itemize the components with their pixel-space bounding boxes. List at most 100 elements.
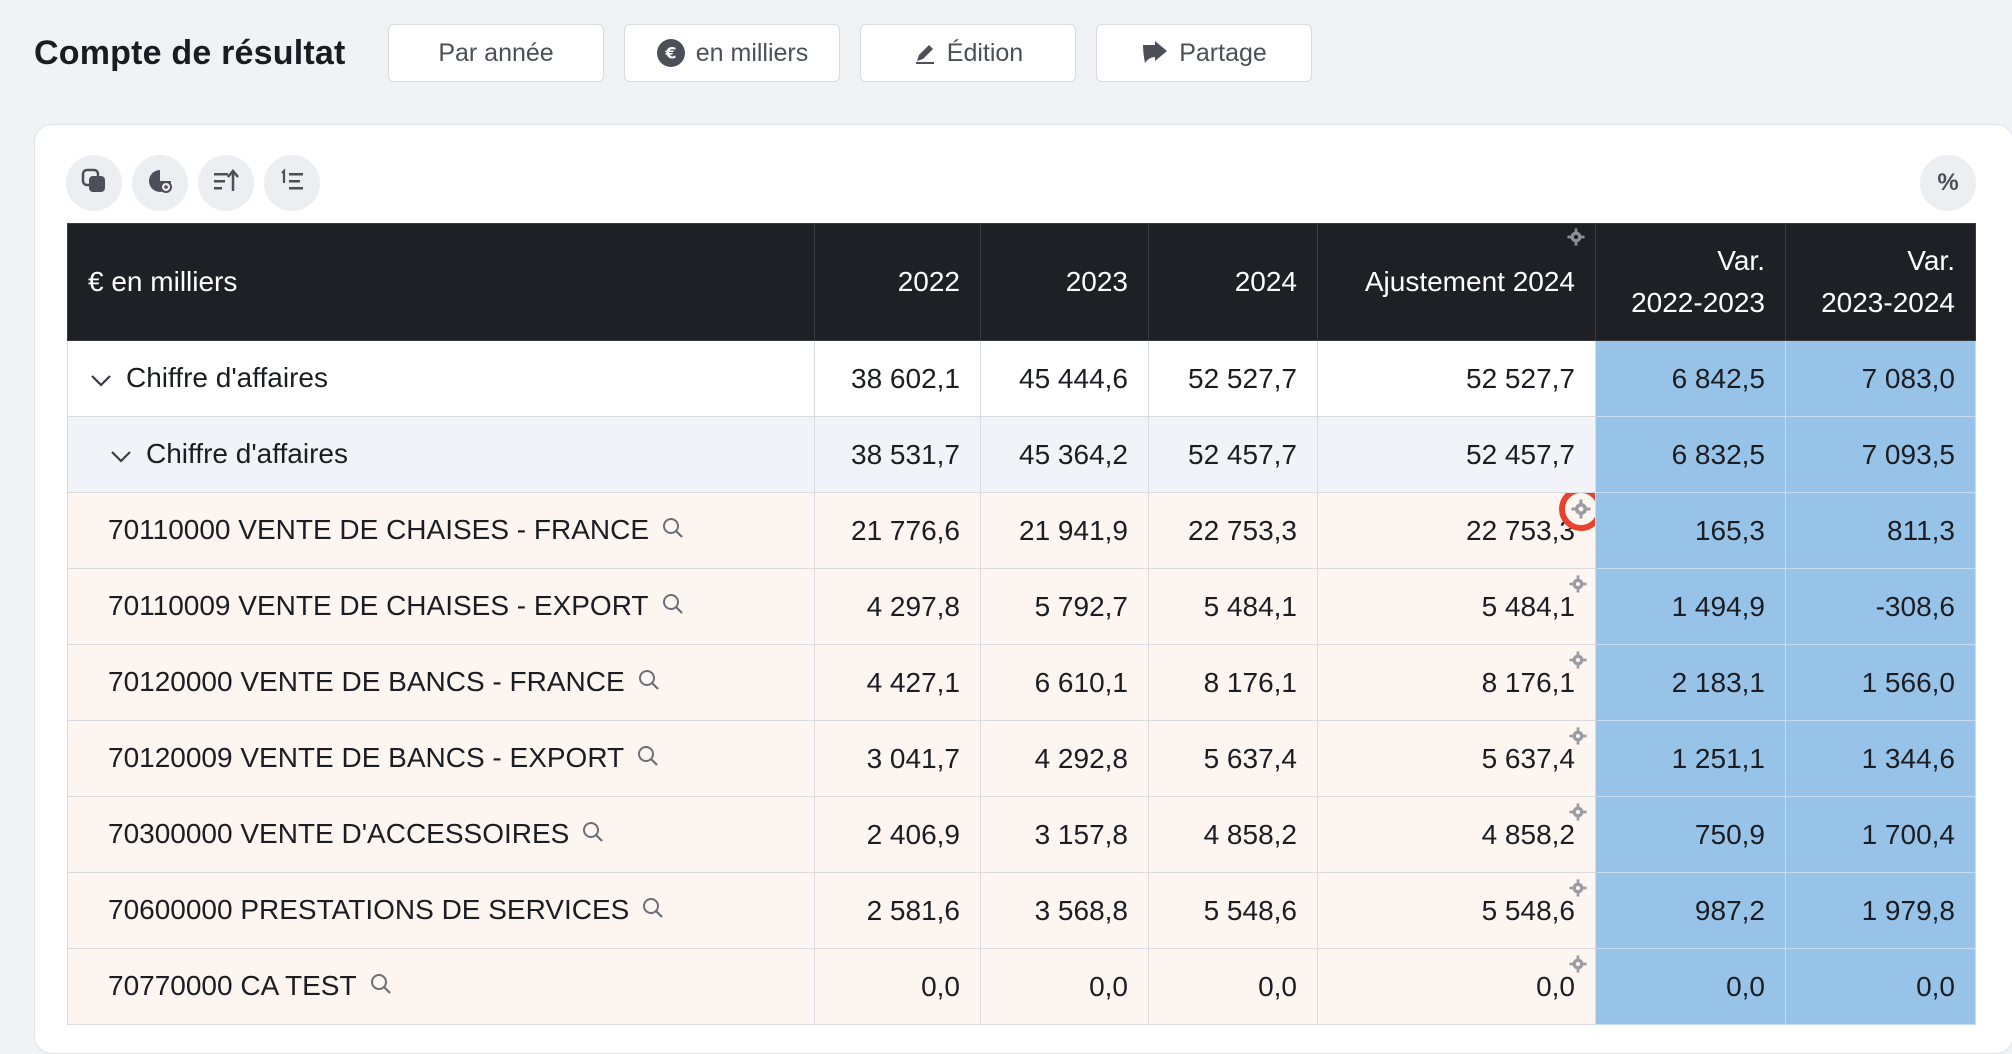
value-cell: 5 548,6 xyxy=(1148,872,1318,949)
chevron-down-icon[interactable] xyxy=(90,363,112,395)
cell-value: 7 093,5 xyxy=(1861,438,1955,470)
cell-value: 6 842,5 xyxy=(1671,362,1765,394)
sort-ascending-button[interactable] xyxy=(198,155,254,211)
copy-button[interactable] xyxy=(66,155,122,211)
value-cell[interactable]: 4 858,2 xyxy=(1317,796,1596,873)
search-icon[interactable] xyxy=(661,591,685,623)
value-cell: 2 581,6 xyxy=(814,872,981,949)
account-row[interactable]: 70300000 VENTE D'ACCESSOIRES 2 406,9 3 157… xyxy=(67,796,1976,873)
cell-value: 52 457,7 xyxy=(1188,438,1297,470)
by-year-button[interactable]: Par année xyxy=(388,24,604,82)
cell-value: 38 602,1 xyxy=(851,362,960,394)
highlighted-gear-marker[interactable] xyxy=(1559,493,1595,531)
by-year-label: Par année xyxy=(438,38,554,67)
cell-value: 22 753,3 xyxy=(1466,514,1575,546)
cell-value: 2 581,6 xyxy=(866,894,960,926)
column-header-adjustment-2024[interactable]: Ajustement 2024 xyxy=(1317,223,1596,341)
value-cell: 4 297,8 xyxy=(814,568,981,645)
column-header-2024[interactable]: 2024 xyxy=(1148,223,1318,341)
cell-value: 6 832,5 xyxy=(1671,438,1765,470)
row-label-cell: Chiffre d'affaires xyxy=(67,340,815,417)
table-header-row: € en milliers 2022 2023 2024 Ajustement … xyxy=(67,223,1976,341)
cell-value: 4 297,8 xyxy=(866,590,960,622)
variance-cell: 1 251,1 xyxy=(1595,720,1786,797)
subtotal-row[interactable]: Chiffre d'affaires 38 602,1 45 444,6 52 527… xyxy=(67,340,1976,417)
search-icon[interactable] xyxy=(641,895,665,927)
search-icon[interactable] xyxy=(369,971,393,1003)
value-cell[interactable]: 5 637,4 xyxy=(1317,720,1596,797)
row-label: 70120000 VENTE DE BANCS - FRANCE xyxy=(108,665,625,697)
variance-cell: 1 700,4 xyxy=(1785,796,1976,873)
search-icon[interactable] xyxy=(636,743,660,775)
page-title: Compte de résultat xyxy=(34,34,346,72)
sort-ascending-icon xyxy=(212,167,240,200)
svg-text:€: € xyxy=(664,44,676,63)
thousands-button[interactable]: € en milliers xyxy=(624,24,840,82)
cell-value: 5 548,6 xyxy=(1481,894,1575,926)
cell-value: 0,0 xyxy=(1916,970,1955,1002)
chart-settings-button[interactable] xyxy=(132,155,188,211)
gear-icon[interactable] xyxy=(1571,499,1591,519)
account-row[interactable]: 70120000 VENTE DE BANCS - FRANCE 4 427,1 6… xyxy=(67,644,1976,721)
variance-cell: 1 566,0 xyxy=(1785,644,1976,721)
variance-cell: 1 494,9 xyxy=(1595,568,1786,645)
share-label: Partage xyxy=(1179,38,1267,67)
cell-value: 3 568,8 xyxy=(1034,894,1128,926)
account-row[interactable]: 70600000 PRESTATIONS DE SERVICES 2 581,6 3… xyxy=(67,872,1976,949)
value-cell[interactable]: 52 457,7 xyxy=(1317,416,1596,493)
cell-value: -308,6 xyxy=(1875,590,1955,622)
value-cell: 3 157,8 xyxy=(980,796,1149,873)
value-cell: 21 941,9 xyxy=(980,492,1149,569)
value-cell[interactable]: 52 527,7 xyxy=(1317,340,1596,417)
search-icon[interactable] xyxy=(661,515,685,547)
search-icon[interactable] xyxy=(581,819,605,851)
value-cell[interactable]: 5 548,6 xyxy=(1317,872,1596,949)
cell-value: 4 292,8 xyxy=(1034,742,1128,774)
edit-button[interactable]: Édition xyxy=(860,24,1076,82)
cell-value: 52 527,7 xyxy=(1466,362,1575,394)
value-cell: 52 457,7 xyxy=(1148,416,1318,493)
subtotal-row[interactable]: Chiffre d'affaires 38 531,7 45 364,2 52 457… xyxy=(67,416,1976,493)
value-cell[interactable]: 22 753,3 xyxy=(1317,492,1596,569)
variance-cell: 0,0 xyxy=(1785,948,1976,1025)
row-label-cell: 70120000 VENTE DE BANCS - FRANCE xyxy=(67,644,815,721)
value-cell[interactable]: 5 484,1 xyxy=(1317,568,1596,645)
row-label: 70300000 VENTE D'ACCESSOIRES xyxy=(108,817,570,849)
cell-value: 8 176,1 xyxy=(1481,666,1575,698)
gear-icon[interactable] xyxy=(1567,228,1585,246)
gear-icon[interactable] xyxy=(1569,955,1587,973)
row-label-cell: 70110000 VENTE DE CHAISES - FRANCE xyxy=(67,492,815,569)
gear-icon[interactable] xyxy=(1569,651,1587,669)
cell-value: 7 083,0 xyxy=(1861,362,1955,394)
search-icon[interactable] xyxy=(637,667,661,699)
value-cell: 22 753,3 xyxy=(1148,492,1318,569)
cell-value: 21 941,9 xyxy=(1019,514,1128,546)
variance-cell: 7 083,0 xyxy=(1785,340,1976,417)
value-cell[interactable]: 8 176,1 xyxy=(1317,644,1596,721)
account-row[interactable]: 70110009 VENTE DE CHAISES - EXPORT 4 297,… xyxy=(67,568,1976,645)
cell-value: 5 484,1 xyxy=(1481,590,1575,622)
percent-toggle-button[interactable]: % xyxy=(1920,155,1976,211)
gear-icon[interactable] xyxy=(1569,727,1587,745)
column-header-var-2023-2024[interactable]: Var. 2023-2024 xyxy=(1785,223,1976,341)
cell-value: 0,0 xyxy=(1089,970,1128,1002)
cell-value: 0,0 xyxy=(1258,970,1297,1002)
value-cell: 0,0 xyxy=(1148,948,1318,1025)
chevron-down-icon[interactable] xyxy=(110,439,132,471)
column-header-2023[interactable]: 2023 xyxy=(980,223,1149,341)
column-header-2022[interactable]: 2022 xyxy=(814,223,981,341)
chart-settings-icon xyxy=(146,167,174,200)
share-button[interactable]: Partage xyxy=(1096,24,1312,82)
account-row[interactable]: 70770000 CA TEST 0,0 0,0 0,0 0,0 0,0 0,0 xyxy=(67,948,1976,1025)
gear-icon[interactable] xyxy=(1569,803,1587,821)
account-row[interactable]: 70120009 VENTE DE BANCS - EXPORT 3 041,7 4… xyxy=(67,720,1976,797)
column-header-var-2022-2023[interactable]: Var. 2022-2023 xyxy=(1595,223,1786,341)
cell-value: 1 494,9 xyxy=(1671,590,1765,622)
numbered-list-button[interactable] xyxy=(264,155,320,211)
variance-cell: 987,2 xyxy=(1595,872,1786,949)
gear-icon[interactable] xyxy=(1569,575,1587,593)
value-cell[interactable]: 0,0 xyxy=(1317,948,1596,1025)
account-row[interactable]: 70110000 VENTE DE CHAISES - FRANCE 21 776… xyxy=(67,492,1976,569)
gear-icon[interactable] xyxy=(1569,879,1587,897)
thousands-label: en milliers xyxy=(695,38,809,67)
